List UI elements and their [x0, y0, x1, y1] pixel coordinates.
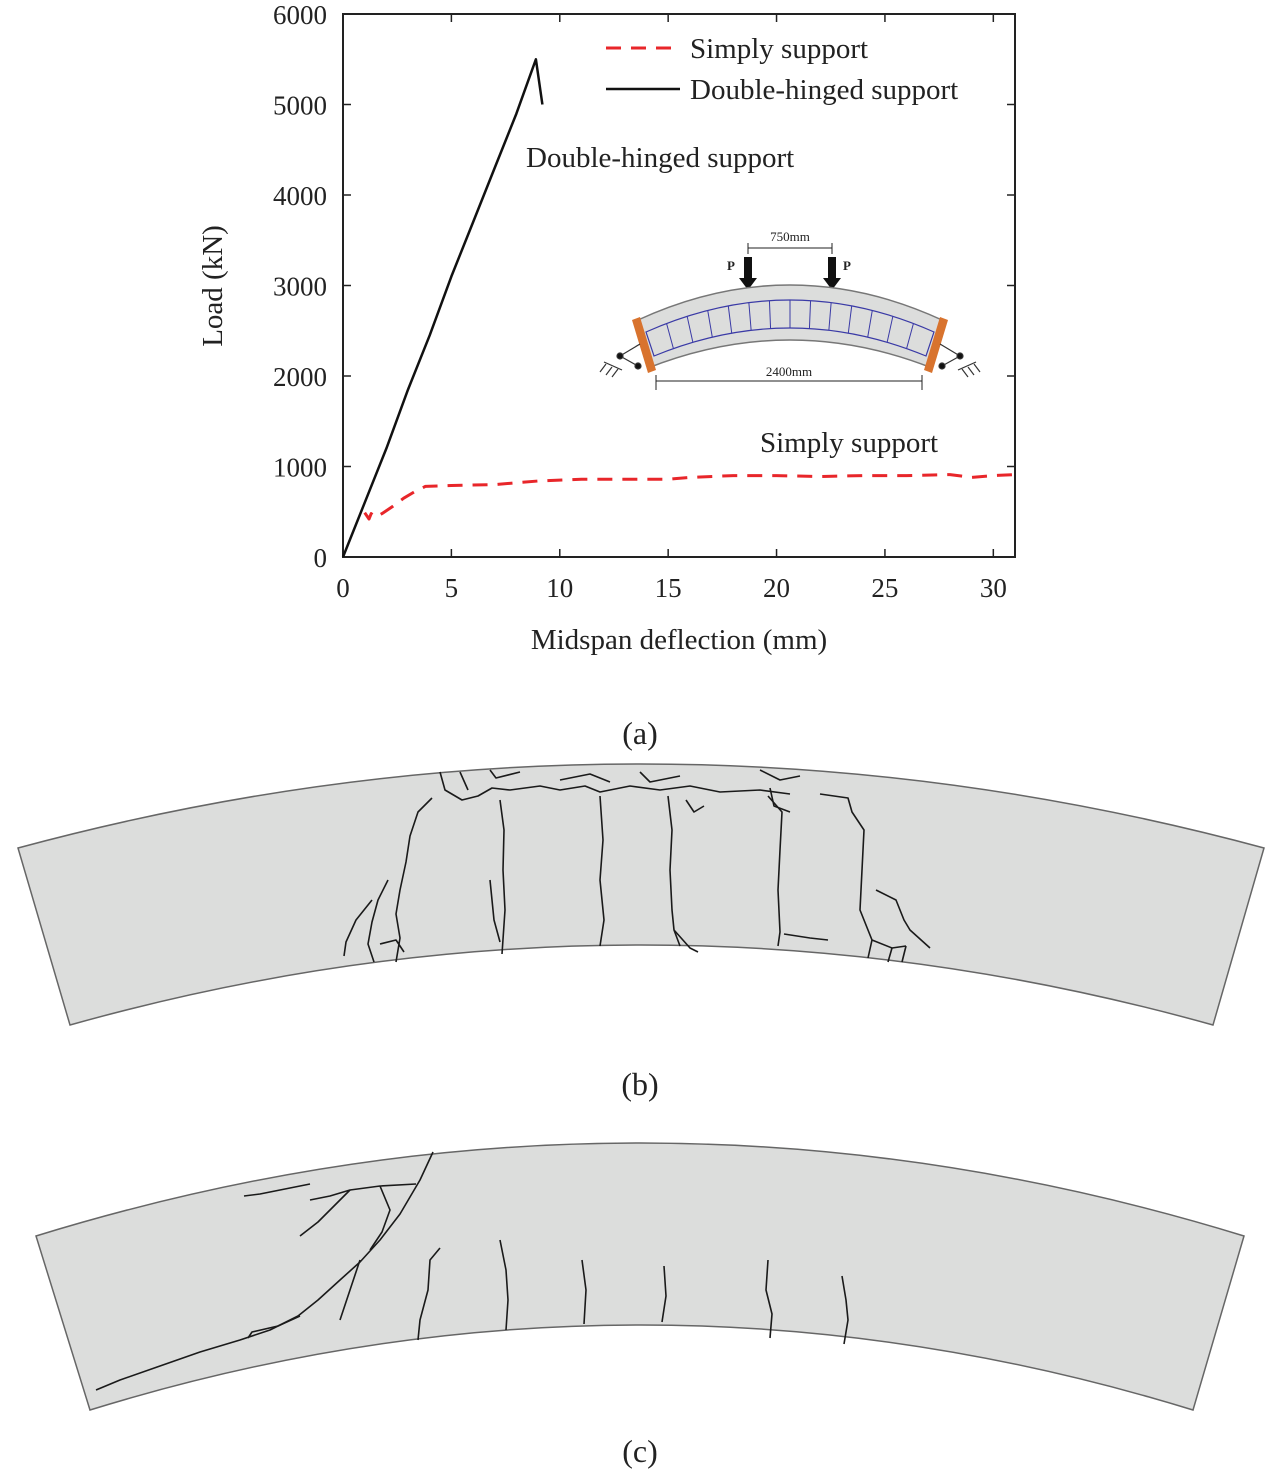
cracks-c [95, 1151, 849, 1391]
y-tick-label: 6000 [273, 0, 327, 30]
load-deflection-chart: 0 5 10 15 20 25 30 0 1000 2000 3000 4000 5000 6000 Mi… [197, 0, 1016, 656]
inset-mesh-lines [666, 300, 914, 349]
inset-mesh-line [727, 305, 733, 334]
y-tick-label: 3000 [273, 272, 327, 302]
load-arrow-right [828, 257, 836, 279]
inset-mesh-line [828, 302, 832, 331]
inset-mesh-line [867, 310, 873, 338]
beam-b [17, 763, 1265, 1026]
inset-mesh-line [808, 300, 812, 329]
inset-mesh-line [666, 323, 674, 349]
hinge-support-left [599, 343, 642, 378]
x-tick-label: 15 [655, 573, 682, 603]
series-line-double-hinged-support [341, 58, 544, 558]
crack-pattern-simply-supported [35, 1142, 1245, 1411]
legend: Simply support Double-hinged support [606, 33, 958, 106]
inset-mesh-line [686, 316, 694, 343]
x-tick-label: 10 [546, 573, 573, 603]
inset-mesh-line [906, 323, 914, 349]
x-tick-label: 25 [871, 573, 898, 603]
cracks-b [343, 769, 931, 963]
hinge-support-right [938, 343, 981, 378]
inset-mesh-line [847, 305, 853, 334]
panel-label-c: (c) [622, 1433, 658, 1469]
series-line-simply-support [363, 473, 1016, 521]
beam-c [35, 1142, 1245, 1411]
x-tick-label: 5 [445, 573, 459, 603]
x-tick-label: 20 [763, 573, 790, 603]
inset-span-label: 2400mm [766, 364, 812, 379]
end-plate-left [632, 317, 656, 373]
y-tick-label: 0 [314, 543, 328, 573]
y-tick-label: 2000 [273, 362, 327, 392]
inset-spacing-label: 750mm [770, 229, 810, 244]
x-tick-label: 30 [980, 573, 1007, 603]
axis-ticks: 0 5 10 15 20 25 30 0 1000 2000 3000 4000 5000 6000 [273, 0, 1015, 603]
inset-mesh-line [886, 316, 894, 343]
y-tick-label: 5000 [273, 91, 327, 121]
x-axis-label: Midspan deflection (mm) [531, 624, 827, 656]
x-tick-label: 0 [336, 573, 350, 603]
y-tick-label: 1000 [273, 453, 327, 483]
inset-load-label-right: P [843, 258, 851, 273]
y-tick-label: 4000 [273, 181, 327, 211]
y-axis-label: Load (kN) [197, 225, 229, 347]
inset-mesh-line [707, 310, 713, 338]
inset-mesh-line [768, 300, 772, 329]
end-plate-right [924, 317, 948, 373]
legend-label-double-hinged: Double-hinged support [690, 74, 958, 106]
load-arrow-left [744, 257, 752, 279]
series-layer [341, 58, 1016, 558]
panel-label-a: (a) [622, 715, 658, 751]
legend-label-simply-support: Simply support [690, 33, 868, 65]
annotation-simply-support: Simply support [760, 427, 938, 459]
inset-mesh-line [748, 302, 752, 331]
test-setup-inset: 750mm P P [599, 229, 981, 390]
load-arrowhead-left [739, 278, 757, 290]
load-arrowhead-right [823, 278, 841, 290]
crack-pattern-double-hinged [17, 763, 1265, 1026]
inset-mesh-outer [645, 299, 935, 357]
annotation-double-hinged: Double-hinged support [526, 142, 794, 174]
panel-label-b: (b) [621, 1066, 658, 1102]
inset-load-label-left: P [727, 258, 735, 273]
